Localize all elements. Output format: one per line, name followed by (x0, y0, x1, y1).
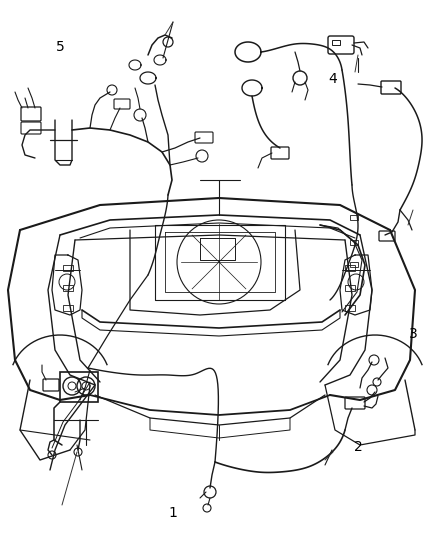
Text: 1: 1 (169, 506, 177, 520)
Text: 3: 3 (409, 327, 418, 341)
Text: 4: 4 (328, 72, 337, 86)
Text: 5: 5 (56, 40, 65, 54)
Text: 2: 2 (354, 440, 363, 454)
